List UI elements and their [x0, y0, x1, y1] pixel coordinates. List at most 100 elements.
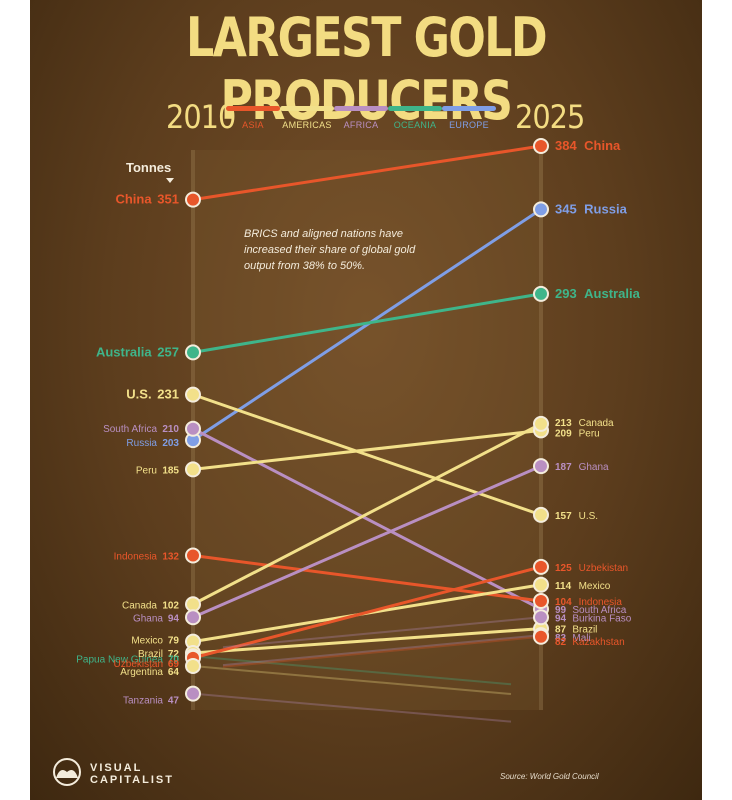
marker-2010-u-s: [185, 386, 201, 403]
line-mali-entry: [222, 634, 542, 667]
line-south-africa: [191, 427, 543, 611]
label-2010-u-s: U.S.: [126, 387, 151, 402]
legend-item-oceania: OCEANIA: [388, 106, 442, 130]
marker-2025-kazakhstan: [533, 628, 549, 645]
chart-annotation: BRICS and aligned nations have increased…: [244, 228, 416, 272]
value-2025-uzbekistan: 125: [555, 563, 572, 574]
label-2025-peru: Peru: [579, 428, 600, 439]
line-ghana: [191, 464, 543, 619]
value-2010-china: 351: [157, 192, 179, 207]
marker-2025-mexico: [533, 576, 549, 593]
value-2025-brazil: 87: [555, 625, 567, 636]
label-2010-peru: Peru: [136, 465, 157, 476]
value-2025-burkina-faso: 94: [555, 613, 567, 624]
line-papua-new-guinea-exit: [192, 655, 512, 686]
marker-2010-australia: [185, 344, 201, 361]
legend-item-europe: EUROPE: [442, 106, 496, 130]
legend-item-africa: AFRICA: [334, 106, 388, 130]
label-2025-burkina-faso: Burkina Faso: [572, 613, 631, 624]
label-2025-brazil: Brazil: [572, 625, 597, 636]
value-2010-peru: 185: [162, 465, 179, 476]
line-burkina-faso-entry: [222, 616, 542, 649]
label-2010-uzbekistan: Uzbekistan: [114, 659, 163, 670]
legend-swatch-africa: [334, 106, 388, 111]
year-2010-label: 2010: [166, 98, 236, 136]
chart-band: [195, 150, 539, 710]
line-tanzania-exit: [192, 692, 512, 723]
label-2025-south-africa: South Africa: [572, 605, 626, 616]
line-canada: [191, 422, 543, 606]
marker-2025-australia: [533, 285, 549, 302]
label-2010-ghana: Ghana: [133, 613, 163, 624]
label-2010-indonesia: Indonesia: [114, 552, 158, 563]
label-2025-australia: Australia: [584, 286, 640, 301]
label-2010-south-africa: South Africa: [103, 424, 157, 435]
line-brazil: [191, 627, 543, 655]
value-2010-uzbekistan: 69: [168, 659, 180, 670]
value-2025-south-africa: 99: [555, 605, 567, 616]
value-2025-kazakhstan: 82: [555, 637, 567, 648]
label-2010-australia: Australia: [96, 344, 152, 359]
line-uzbekistan: [191, 565, 543, 660]
label-2010-canada: Canada: [122, 600, 157, 611]
label-2025-indonesia: Indonesia: [579, 597, 623, 608]
value-2010-tanzania: 47: [168, 696, 180, 707]
legend-label-oceania: OCEANIA: [393, 120, 437, 130]
label-2025-uzbekistan: Uzbekistan: [579, 563, 628, 574]
line-u-s: [191, 393, 543, 517]
value-2025-china: 384: [555, 138, 577, 153]
legend-label-asia: ASIA: [242, 120, 264, 130]
legend-label-europe: EUROPE: [449, 120, 489, 130]
legend-label-americas: AMERICAS: [282, 120, 332, 130]
value-2025-peru: 209: [555, 428, 572, 439]
line-china: [191, 144, 543, 202]
line-russia: [191, 207, 543, 442]
logo-line-1: VISUAL: [90, 762, 143, 774]
marker-2010-canada: [185, 596, 201, 613]
line-peru: [191, 428, 543, 471]
value-2025-australia: 293: [555, 286, 577, 301]
marker-2010-china: [185, 191, 201, 208]
line-argentina-exit: [192, 665, 512, 695]
label-2010-mexico: Mexico: [131, 636, 163, 647]
marker-2025-u-s: [533, 506, 549, 523]
value-2010-brazil: 72: [168, 649, 180, 660]
value-2025-canada: 213: [555, 418, 572, 429]
legend-swatch-asia: [226, 106, 280, 111]
legend-swatch-europe: [442, 106, 496, 111]
label-2010-argentina: Argentina: [120, 667, 163, 678]
value-2025-mali: 83: [555, 633, 567, 644]
marker-2025-russia: [533, 201, 549, 218]
source-note: Source: World Gold Council: [500, 772, 599, 781]
marker-2010-argentina: [185, 658, 201, 674]
marker-2025-canada: [533, 415, 549, 432]
marker-2010-peru: [185, 461, 201, 478]
marker-2010-south-africa: [185, 420, 201, 437]
year-2025-label: 2025: [515, 98, 585, 136]
legend-label-africa: AFRICA: [343, 120, 379, 130]
value-2010-mexico: 79: [168, 636, 180, 647]
marker-2025-ghana: [533, 458, 549, 475]
legend-item-asia: ASIA: [226, 106, 280, 130]
logo-icon: [53, 758, 81, 786]
line-kazakhstan-entry: [222, 635, 542, 668]
value-2025-ghana: 187: [555, 462, 572, 473]
marker-2025-china: [533, 138, 549, 154]
logo-text: VISUAL CAPITALIST: [90, 762, 174, 786]
unit-arrow-icon: [166, 178, 174, 183]
label-2025-canada: Canada: [579, 418, 614, 429]
label-2025-ghana: Ghana: [579, 462, 609, 473]
value-2025-indonesia: 104: [555, 597, 572, 608]
marker-2010-ghana: [185, 609, 201, 626]
label-2025-mexico: Mexico: [579, 581, 611, 592]
logo-line-2: CAPITALIST: [90, 774, 174, 786]
value-2025-russia: 345: [555, 201, 577, 216]
line-australia: [191, 292, 543, 354]
label-2025-china: China: [584, 138, 621, 153]
value-2010-russia: 203: [162, 438, 179, 449]
value-2010-u-s: 231: [157, 387, 179, 402]
marker-2010-tanzania: [185, 685, 201, 702]
label-2025-mali: Mali: [572, 633, 590, 644]
infographic: LARGEST GOLD PRODUCERS 2010 2025 ASIA AM…: [30, 0, 702, 800]
label-2010-russia: Russia: [126, 438, 157, 449]
